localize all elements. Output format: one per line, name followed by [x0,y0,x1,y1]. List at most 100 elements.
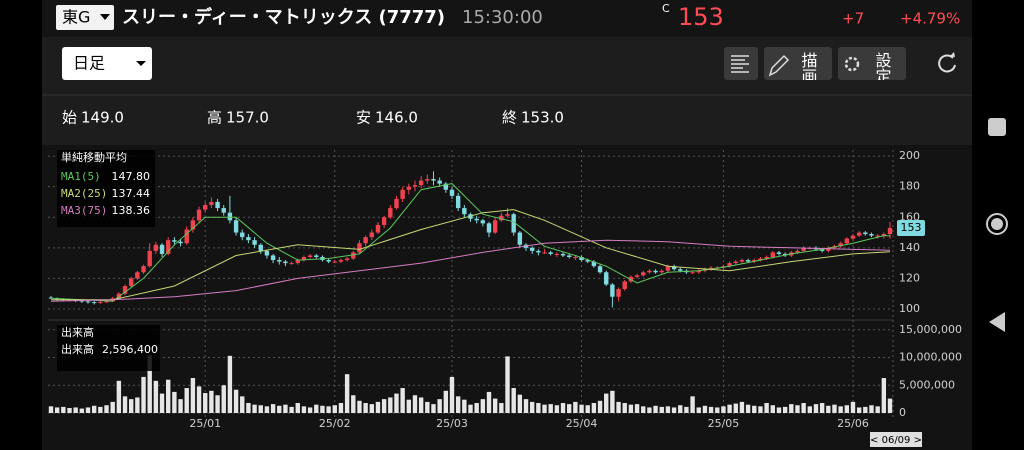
volume-bar [468,404,473,413]
volume-bar [73,407,78,413]
candle-body [591,261,597,267]
candle-body [462,208,467,215]
candle-body [425,179,430,181]
candle-body [215,201,220,209]
candle-body [147,250,152,267]
volume-bar [351,395,356,413]
volume-bar [505,356,510,413]
volume-bar [443,390,449,413]
time: 15:30:00 [462,7,543,28]
settings-button[interactable] [838,47,906,80]
volume-bar [252,404,257,413]
volume-bar [270,404,276,413]
period: 日足 [73,54,105,73]
candle-body [819,249,825,251]
refresh-icon[interactable] [938,54,956,73]
volume-bar [215,395,220,413]
volume-tick-label: 5,000,000 [899,378,955,391]
volume-bar [795,405,800,413]
volume-bar [209,390,214,413]
volume-bar [492,398,498,413]
stock-name: スリー・ディー・マトリックス (7777) [122,6,445,28]
candle-body [104,301,109,303]
volume-bar [307,407,313,413]
candle-body [887,227,893,235]
candle-body [449,189,455,196]
summary-label: 終 [502,109,517,127]
ma-legend-value: 147.80 [112,170,151,183]
volume-bar [320,405,325,413]
x-tick-label: 25/03 [436,417,468,430]
volume-bar [295,403,300,413]
volume-bar [752,405,757,413]
volume-bar [412,395,418,413]
nav-home-dot [991,218,1003,230]
candle-body [727,263,732,267]
candle-body [307,255,313,257]
settings-label: 設定 [873,52,892,84]
candle-body [437,180,442,184]
candle-body [764,256,769,259]
volume-bar [696,407,701,413]
volume-bar [560,403,566,413]
header-bar [42,0,972,37]
price-tag-label: 153 [901,221,922,234]
volume-bar [418,397,424,413]
volume-bar [733,403,738,413]
summary-value: 153.0 [521,109,564,127]
candle-body [850,235,856,239]
volume-bar [776,407,782,413]
gear-icon [844,56,860,72]
nav-home[interactable] [986,213,1008,235]
volume-bar [104,405,109,413]
candle-body [357,243,362,253]
ma-legend-value: 138.36 [112,204,151,217]
volume-bar [782,406,788,413]
draw-button[interactable] [764,47,832,80]
volume-bar [758,406,763,413]
ma-legend-value: 137.44 [112,187,151,200]
candle-body [486,223,492,233]
volume-bar [85,407,91,413]
volume-bar [850,401,856,413]
candle-body [856,232,862,236]
candle-body [671,266,677,270]
volume-bar [684,406,689,413]
volume-bar [887,398,893,413]
market-button[interactable] [56,5,114,30]
period-select[interactable] [62,47,152,80]
candle-body [505,214,510,216]
nav-recent[interactable] [988,118,1006,136]
candle-body [172,240,177,242]
volume-bar [277,405,282,413]
volume-bar [184,388,189,413]
volume-bar [579,404,584,413]
y-tick-label: 140 [899,241,920,254]
candle-body [227,212,233,221]
ma-line [50,239,891,302]
volume-bar [616,401,621,413]
candle-body [153,244,159,251]
volume-bar [480,399,486,413]
candle-body [492,220,498,233]
volume-bar [67,408,72,413]
summary-value: 146.0 [375,109,418,127]
nav-back[interactable] [989,312,1005,332]
volume-bar [647,407,652,413]
volume-bar [221,385,226,413]
volume-bar [98,406,103,413]
candle-body [641,272,646,276]
volume-bar [344,374,350,413]
candle-body [221,208,226,213]
volume-bar [233,389,239,413]
candle-body [412,185,418,187]
volume-bar [172,391,177,413]
volume-bar [585,405,590,413]
volume-bar [523,399,529,413]
dropdown-icon [100,14,110,20]
candle-body [770,252,775,257]
volume-bar [875,406,880,413]
candle-body [351,252,356,259]
candle-body [283,261,288,264]
candle-body [739,260,745,262]
